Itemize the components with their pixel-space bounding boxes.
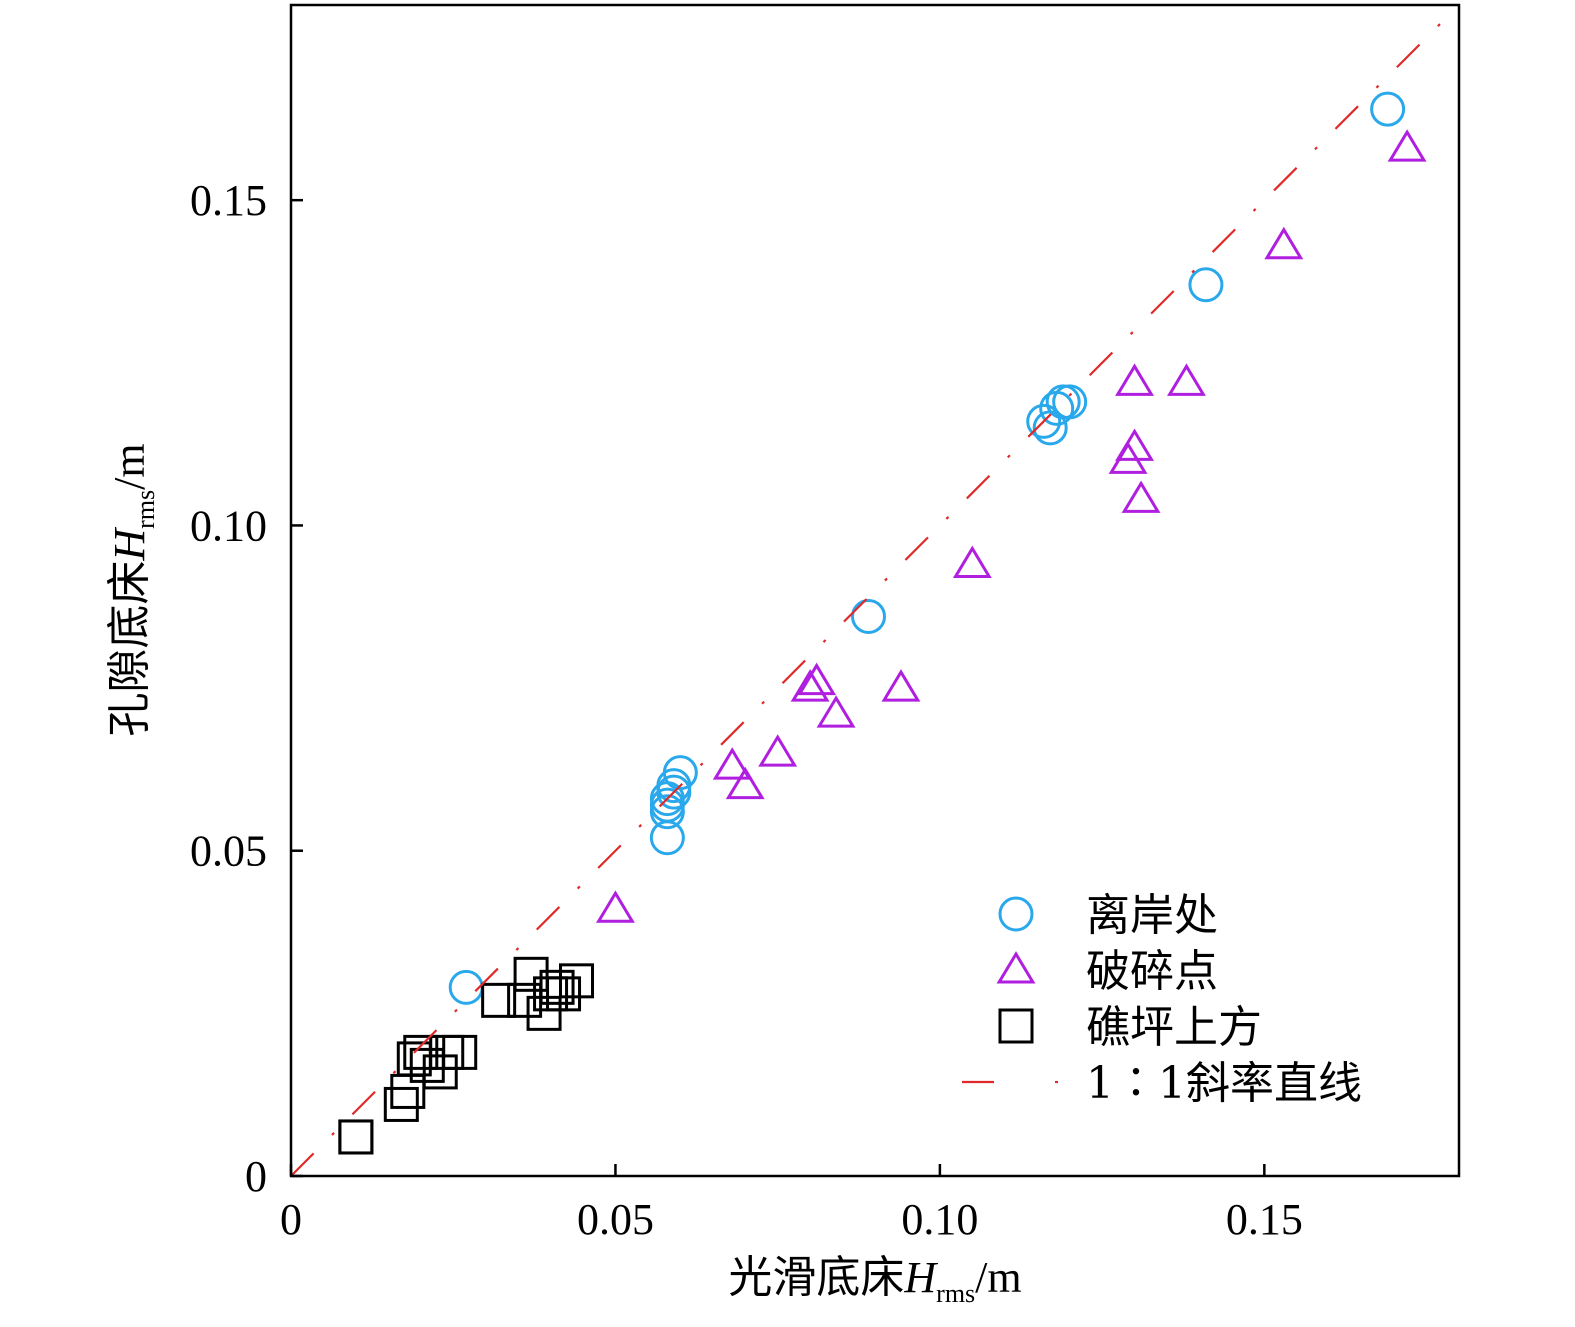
series-1-point-5 [797, 662, 837, 696]
series-0-point-15 [1370, 91, 1406, 127]
series-0-point-14 [1188, 267, 1224, 303]
series-1-point-6 [816, 695, 856, 728]
series-2-point-17 [559, 963, 595, 999]
series-0-point-7 [662, 755, 698, 791]
y-axis-title: 孔隙底床Hrms/m [104, 443, 160, 736]
series-1-point-1 [712, 747, 752, 780]
x-tick-label-3: 0.15 [1226, 1195, 1303, 1244]
x-tick-label-1: 0.05 [577, 1195, 654, 1244]
y-tick-label-1: 0.05 [190, 827, 267, 876]
series-2-point-16 [546, 976, 582, 1012]
legend-label-0: 离岸处 [1086, 890, 1218, 941]
plot-area [290, 4, 1460, 1177]
series-1-point-2 [725, 766, 765, 800]
series-2-point-1 [338, 1119, 374, 1155]
series-1-point-14 [1264, 226, 1304, 260]
series-1-point-0 [595, 890, 635, 923]
y-axis-title-var: H [105, 527, 154, 562]
series-2-point-13 [526, 995, 562, 1031]
legend-swatch-1 [996, 951, 1036, 984]
x-tick-label-2: 0.10 [901, 1195, 978, 1244]
series-1-point-4 [790, 669, 830, 702]
y-axis-title-main: 孔隙底床 [104, 561, 155, 737]
legend-swatch-2 [998, 1008, 1034, 1044]
series-1-point-10 [1115, 428, 1155, 461]
x-axis-title-unit: /m [975, 1253, 1021, 1302]
series-2-point-5 [403, 1034, 439, 1070]
series-1-point-7 [881, 669, 921, 702]
series-2-point-9 [442, 1034, 478, 1070]
y-tick-label-0: 0 [245, 1152, 267, 1201]
series-0-point-12 [1045, 384, 1081, 420]
series-1-point-3 [758, 734, 798, 767]
legend-label-1: 破碎点 [1086, 946, 1218, 997]
series-1-point-8 [952, 545, 992, 578]
series-1-point-15 [1387, 129, 1427, 162]
series-0-point-13 [1052, 384, 1088, 420]
y-tick-label-2: 0.10 [190, 501, 267, 550]
series-2-point-2 [383, 1086, 419, 1122]
series-2-point-10 [481, 982, 517, 1018]
y-axis-title-sub: rms [131, 490, 160, 529]
plot-frame [289, 3, 1461, 1178]
x-axis-title-sub: rms [936, 1279, 975, 1308]
x-axis-title-main: 光滑底床 [728, 1252, 904, 1303]
series-1-point-11 [1115, 363, 1155, 396]
series-0-point-0 [448, 969, 484, 1005]
series-1-point-13 [1167, 363, 1206, 396]
legend-swatch-0 [998, 896, 1034, 932]
x-tick-label-0: 0 [280, 1195, 302, 1244]
legend-label-2: 礁坪上方 [1086, 1002, 1262, 1053]
y-tick-label-3: 0.15 [190, 176, 267, 225]
series-0-point-8 [851, 599, 887, 635]
y-axis-title-unit: /m [105, 443, 154, 489]
legend-label-3: 1∶1斜率直线 [1086, 1058, 1362, 1109]
series-2-point-15 [539, 969, 575, 1005]
series-2-point-0 [338, 1119, 374, 1155]
x-axis-title-var: H [903, 1253, 938, 1302]
series-2-point-12 [513, 956, 549, 992]
reference-line-1to1 [290, 4, 1460, 1177]
series-1-point-12 [1121, 480, 1161, 513]
series-2-point-7 [422, 1054, 458, 1090]
series-0-point-9 [1026, 403, 1062, 439]
axis-ticks: 0 0.05 0.10 0.15 0 0.05 0.10 0.15 [190, 176, 1303, 1244]
x-axis-title: 光滑底床Hrms/m [728, 1252, 1021, 1308]
